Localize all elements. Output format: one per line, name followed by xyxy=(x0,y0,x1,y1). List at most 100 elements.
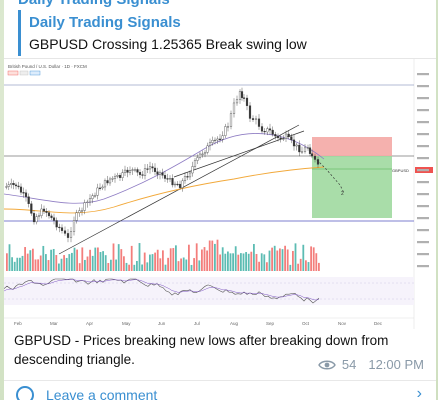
candle-body xyxy=(260,126,264,132)
candle-body xyxy=(213,139,217,142)
volume-bar xyxy=(156,249,159,271)
volume-bar xyxy=(224,253,227,271)
volume-bar xyxy=(180,258,182,271)
time-axis-label: Mar xyxy=(50,321,58,326)
ma-orange-line xyxy=(3,166,325,214)
volume-bar xyxy=(237,254,240,271)
candle-body xyxy=(83,202,86,211)
candle-body xyxy=(316,159,320,165)
candle-body xyxy=(158,172,162,175)
volume-bar xyxy=(219,254,221,271)
candle-body xyxy=(101,186,104,189)
candle-body xyxy=(290,136,293,141)
volume-bar xyxy=(292,250,294,271)
volume-bar xyxy=(169,248,172,271)
comment-icon xyxy=(16,386,34,400)
candle-body xyxy=(128,170,132,173)
reply-text: GBPUSD Crossing 1.25365 Break swing low xyxy=(29,36,307,52)
svg-text:2: 2 xyxy=(341,191,344,197)
volume-bar xyxy=(182,257,185,271)
volume-bar xyxy=(19,257,21,271)
volume-bar xyxy=(201,249,203,271)
candle-body xyxy=(193,160,197,167)
price-tick xyxy=(417,85,429,88)
rsi-line xyxy=(3,278,320,304)
candle-body xyxy=(308,147,312,154)
volume-bar xyxy=(227,251,229,271)
candle-body xyxy=(37,215,41,217)
reply-quote[interactable]: Daily Trading Signals GBPUSD Crossing 1.… xyxy=(18,10,428,56)
volume-bar xyxy=(172,248,175,271)
candle-body xyxy=(93,195,97,197)
volume-bar xyxy=(16,257,19,271)
volume-bar xyxy=(253,244,255,271)
candle-body xyxy=(19,186,23,193)
volume-bar xyxy=(60,258,63,271)
candle-body xyxy=(298,144,301,153)
candle-body xyxy=(22,192,25,194)
channel-name[interactable]: Daily Trading Signals xyxy=(18,0,170,8)
candle-body xyxy=(266,128,269,133)
candle-body xyxy=(5,186,8,188)
volume-bar xyxy=(214,243,216,271)
volume-bar xyxy=(211,240,214,271)
volume-bar xyxy=(141,264,143,271)
volume-bar xyxy=(136,260,138,271)
candle-body xyxy=(30,203,33,214)
volume-bar xyxy=(162,250,164,271)
volume-bar xyxy=(6,253,8,271)
candle-body xyxy=(208,142,212,147)
candle-body xyxy=(118,175,122,178)
candle-body xyxy=(91,195,94,199)
stop-loss-zone xyxy=(312,137,392,156)
ma-purple-line xyxy=(3,133,325,204)
volume-bar xyxy=(315,253,318,271)
spread-badge xyxy=(19,70,29,76)
volume-bar xyxy=(310,246,312,271)
candle-body xyxy=(108,178,112,184)
candle-body xyxy=(58,226,61,229)
volume-bar xyxy=(318,262,320,271)
candle-body xyxy=(163,175,167,179)
volume-bar xyxy=(151,254,154,271)
candle-body xyxy=(303,147,307,152)
candle-body xyxy=(113,176,117,179)
chart-image[interactable]: British Pound / U.S. Dollar · 1D · FXCM … xyxy=(3,58,436,329)
views-eye-icon xyxy=(318,360,336,369)
volume-bar xyxy=(76,249,78,271)
volume-bar xyxy=(91,255,94,271)
price-tick xyxy=(417,109,429,112)
candle-body xyxy=(248,105,252,119)
time-axis-label: Sep xyxy=(266,321,275,326)
candle-body xyxy=(284,133,288,139)
volume-bar xyxy=(45,254,47,271)
candle-body xyxy=(123,169,127,173)
candle-body xyxy=(42,208,46,212)
candle-body xyxy=(141,174,144,176)
candle-body xyxy=(116,175,119,177)
volume-bar xyxy=(115,259,117,271)
price-tick xyxy=(417,169,429,172)
candle-body xyxy=(126,169,129,173)
candle-body xyxy=(32,213,36,223)
candle-body xyxy=(166,178,169,180)
volume-bar xyxy=(154,252,156,271)
volume-bar xyxy=(232,253,234,271)
volume-bar xyxy=(305,260,307,271)
price-tick xyxy=(417,97,429,100)
leave-comment-button[interactable]: Leave a comment › xyxy=(4,381,436,400)
candle-body xyxy=(198,153,202,158)
volume-bar xyxy=(125,262,128,271)
buy-badge xyxy=(29,70,41,76)
price-tick xyxy=(417,181,429,184)
candle-body xyxy=(203,152,207,155)
candle-body xyxy=(216,138,219,141)
volume-bar xyxy=(146,262,149,271)
candle-body xyxy=(66,233,70,238)
price-tick xyxy=(417,145,429,148)
candle-body xyxy=(274,134,277,137)
volume-bar xyxy=(185,259,188,271)
price-tick xyxy=(417,157,429,160)
candle-body xyxy=(72,220,76,232)
candle-body xyxy=(52,217,56,221)
